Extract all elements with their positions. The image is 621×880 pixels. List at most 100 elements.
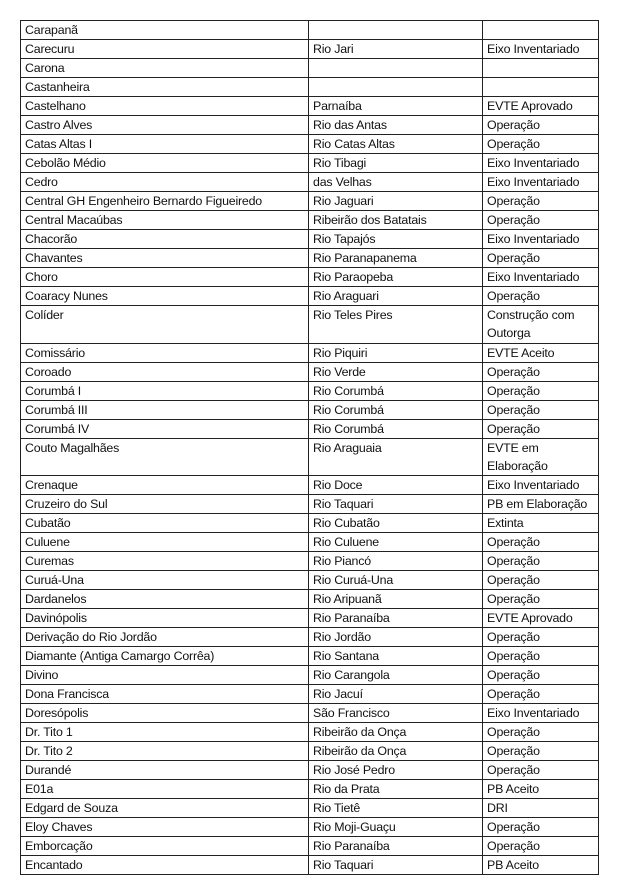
river-cell: Rio Corumbá [308, 380, 483, 401]
plant-name-cell: Carapanã [20, 20, 309, 40]
table-row: Corumbá I Rio Corumbá Operação [20, 380, 599, 401]
river-cell: Rio Doce [308, 475, 483, 495]
river-cell: Rio Tietê [308, 798, 483, 818]
status-cell: Operação [482, 210, 599, 230]
river-cell: Ribeirão da Onça [308, 741, 483, 761]
plant-name-cell: Cruzeiro do Sul [20, 494, 309, 514]
river-cell: Rio Piquiri [308, 342, 483, 363]
status-cell: PB Aceito [482, 779, 599, 799]
river-cell: Parnaíba [308, 96, 483, 116]
plant-name-cell: Catas Altas I [20, 134, 309, 154]
table-row: Doresópolis São Francisco Eixo Inventariad… [20, 703, 599, 723]
plant-name-cell: Dr. Tito 2 [20, 741, 309, 761]
status-cell: Operação [482, 684, 599, 704]
plant-name-cell: Castro Alves [20, 115, 309, 135]
river-cell: Rio Araguari [308, 286, 483, 306]
status-cell: Operação [482, 361, 599, 382]
table-row: Dardanelos Rio Aripuanã Operação [20, 589, 599, 609]
table-row: Comissário Rio Piquiri EVTE Aceito [20, 342, 599, 363]
table-row: Chavantes Rio Paranapanema Operação [20, 248, 599, 268]
status-cell: Operação [482, 191, 599, 211]
status-cell: Operação [482, 532, 599, 552]
status-cell: Operação [482, 570, 599, 590]
plant-name-cell: Dr. Tito 1 [20, 722, 309, 742]
table-row: Dr. Tito 2 Ribeirão da Onça Operação [20, 741, 599, 761]
plant-name-cell: Crenaque [20, 475, 309, 495]
plant-name-cell: Carona [20, 58, 309, 78]
plant-name-cell: Dona Francisca [20, 684, 309, 704]
plant-name-cell: Curemas [20, 551, 309, 571]
river-cell: Rio Jari [308, 39, 483, 59]
plant-name-cell: Central Macaúbas [20, 210, 309, 230]
plant-name-cell: Dardanelos [20, 589, 309, 609]
table-row: Corumbá IV Rio Corumbá Operação [20, 418, 599, 439]
plant-name-cell: Culuene [20, 532, 309, 552]
table-row: Dona Francisca Rio Jacuí Operação [20, 684, 599, 704]
status-cell: EVTE Aprovado [482, 96, 599, 116]
status-cell [482, 77, 599, 97]
status-cell: PB Aceito [482, 855, 599, 875]
status-cell: Operação [482, 836, 599, 856]
table-row: Eloy Chaves Rio Moji-Guaçu Operação [20, 817, 599, 837]
river-cell [308, 58, 483, 78]
river-cell: Rio Tibagi [308, 153, 483, 173]
river-cell: Rio Paranaíba [308, 836, 483, 856]
plant-name-cell: Chavantes [20, 248, 309, 268]
status-cell: Eixo Inventariado [482, 172, 599, 192]
river-cell: Rio José Pedro [308, 760, 483, 780]
river-cell: Rio Santana [308, 646, 483, 666]
status-cell: Operação [482, 380, 599, 401]
river-cell: Rio Corumbá [308, 418, 483, 439]
river-cell: Rio Carangola [308, 665, 483, 685]
status-cell: EVTE Aprovado [482, 608, 599, 628]
table-row: Cubatão Rio Cubatão Extinta [20, 513, 599, 533]
status-cell: Operação [482, 248, 599, 268]
status-cell: Eixo Inventariado [482, 229, 599, 249]
table-row: Central Macaúbas Ribeirão dos Batatais Ope… [20, 210, 599, 230]
table-row: Coroado Rio Verde Operação [20, 361, 599, 382]
table-body: Carapanã Carecuru Rio Jari Eixo Inventariad… [20, 20, 599, 875]
river-cell: Rio Cubatão [308, 513, 483, 533]
plant-name-cell: Corumbá I [20, 380, 309, 401]
plant-name-cell: Castelhano [20, 96, 309, 116]
table-row: Derivação do Rio Jordão Rio Jordão Operaçã… [20, 627, 599, 647]
status-cell: Operação [482, 115, 599, 135]
status-cell: Operação [482, 399, 599, 420]
table-row: Colíder Rio Teles Pires Construção com Out… [20, 305, 599, 344]
plant-name-cell: Chacorão [20, 229, 309, 249]
status-cell: Operação [482, 722, 599, 742]
table-row: Central GH Engenheiro Bernardo Figueired… [20, 191, 599, 211]
plant-name-cell: Durandé [20, 760, 309, 780]
table-row: Carapanã [20, 20, 599, 40]
river-cell: Rio Jaguari [308, 191, 483, 211]
table-row: Carona [20, 58, 599, 78]
plants-table: Carapanã Carecuru Rio Jari Eixo Inventariad… [20, 20, 599, 875]
status-cell: Operação [482, 665, 599, 685]
plant-name-cell: Encantado [20, 855, 309, 875]
table-row: Cedro das Velhas Eixo Inventariado [20, 172, 599, 192]
plant-name-cell: Coroado [20, 361, 309, 382]
status-cell: Operação [482, 817, 599, 837]
river-cell: Ribeirão da Onça [308, 722, 483, 742]
table-row: Encantado Rio Taquari PB Aceito [20, 855, 599, 875]
plant-name-cell: Couto Magalhães [20, 437, 309, 476]
table-row: Crenaque Rio Doce Eixo Inventariado [20, 475, 599, 495]
river-cell: Rio Corumbá [308, 399, 483, 420]
plant-name-cell: Colíder [20, 305, 309, 344]
river-cell: Rio Culuene [308, 532, 483, 552]
plant-name-cell: Diamante (Antiga Camargo Corrêa) [20, 646, 309, 666]
river-cell: Rio das Antas [308, 115, 483, 135]
plant-name-cell: Eloy Chaves [20, 817, 309, 837]
status-cell: EVTE Aceito [482, 342, 599, 363]
table-row: Catas Altas I Rio Catas Altas Operação [20, 134, 599, 154]
river-cell: Rio Aripuanã [308, 589, 483, 609]
table-row: Chacorão Rio Tapajós Eixo Inventariado [20, 229, 599, 249]
status-cell: Operação [482, 589, 599, 609]
plant-name-cell: E01a [20, 779, 309, 799]
status-cell [482, 58, 599, 78]
plant-name-cell: Davinópolis [20, 608, 309, 628]
plant-name-cell: Edgard de Souza [20, 798, 309, 818]
river-cell: Rio Verde [308, 361, 483, 382]
status-cell: PB em Elaboração [482, 494, 599, 514]
table-row: Castro Alves Rio das Antas Operação [20, 115, 599, 135]
